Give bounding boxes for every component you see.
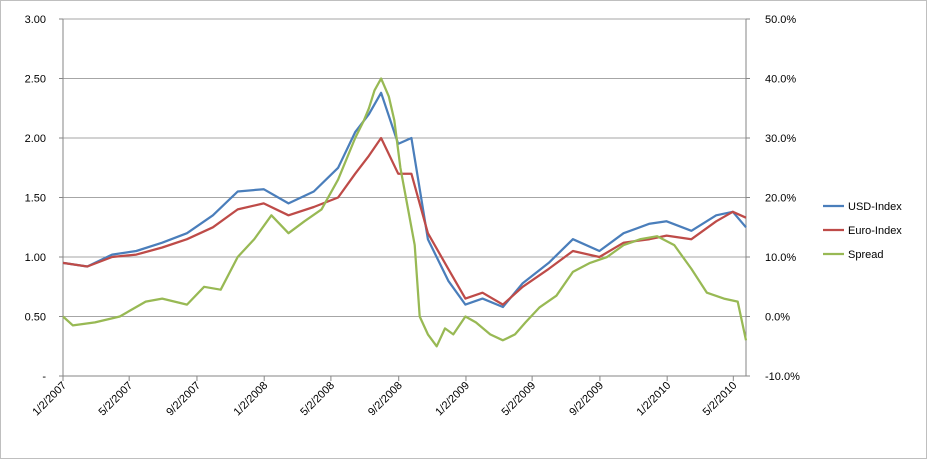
x-tick-label: 1/2/2007 bbox=[30, 380, 69, 419]
x-tick-label: 5/2/2010 bbox=[701, 380, 740, 419]
x-tick-label: 1/2/2008 bbox=[232, 380, 271, 419]
legend-label-euro-index: Euro-Index bbox=[848, 225, 902, 237]
y-tick-label: 3.00 bbox=[25, 14, 46, 26]
axes: - 0.50 1.00 1.50 2.00 2.50 3.00 -10.0% 0.0% 10.0%… bbox=[25, 14, 800, 418]
series-line-usd-index bbox=[62, 91, 747, 309]
y2-tick-label: 10.0% bbox=[765, 252, 796, 264]
y-tick-label: 0.50 bbox=[25, 312, 46, 324]
y-tick-label: - bbox=[42, 371, 46, 383]
x-tick-label: 5/2/2007 bbox=[97, 380, 136, 419]
x-tick-label: 1/2/2010 bbox=[635, 380, 674, 419]
gridlines bbox=[63, 18, 746, 317]
y2-tick-label: -10.0% bbox=[765, 371, 800, 383]
series-line-euro-index bbox=[62, 136, 747, 306]
x-tick-label: 1/2/2009 bbox=[433, 380, 472, 419]
y-tick-label: 1.50 bbox=[25, 193, 46, 205]
series-lines bbox=[62, 77, 748, 348]
y2-tick-label: 0.0% bbox=[765, 312, 790, 324]
legend: USD-Index Euro-Index Spread bbox=[823, 201, 902, 261]
y-tick-label: 1.00 bbox=[25, 252, 46, 264]
x-tick-label: 9/2/2007 bbox=[164, 380, 203, 419]
y-tick-label: 2.00 bbox=[25, 133, 46, 145]
x-tick-label: 9/2/2008 bbox=[366, 380, 405, 419]
y2-tick-label: 50.0% bbox=[765, 14, 796, 26]
y2-tick-label: 30.0% bbox=[765, 133, 796, 145]
x-tick-label: 9/2/2009 bbox=[567, 380, 606, 419]
y2-tick-label: 20.0% bbox=[765, 193, 796, 205]
y2-tick-label: 40.0% bbox=[765, 74, 796, 86]
y-tick-label: 2.50 bbox=[25, 74, 46, 86]
legend-label-spread: Spread bbox=[848, 249, 883, 261]
series-line-spread bbox=[62, 77, 748, 348]
x-tick-label: 5/2/2008 bbox=[298, 380, 337, 419]
x-tick-label: 5/2/2009 bbox=[499, 380, 538, 419]
legend-label-usd-index: USD-Index bbox=[848, 201, 902, 213]
